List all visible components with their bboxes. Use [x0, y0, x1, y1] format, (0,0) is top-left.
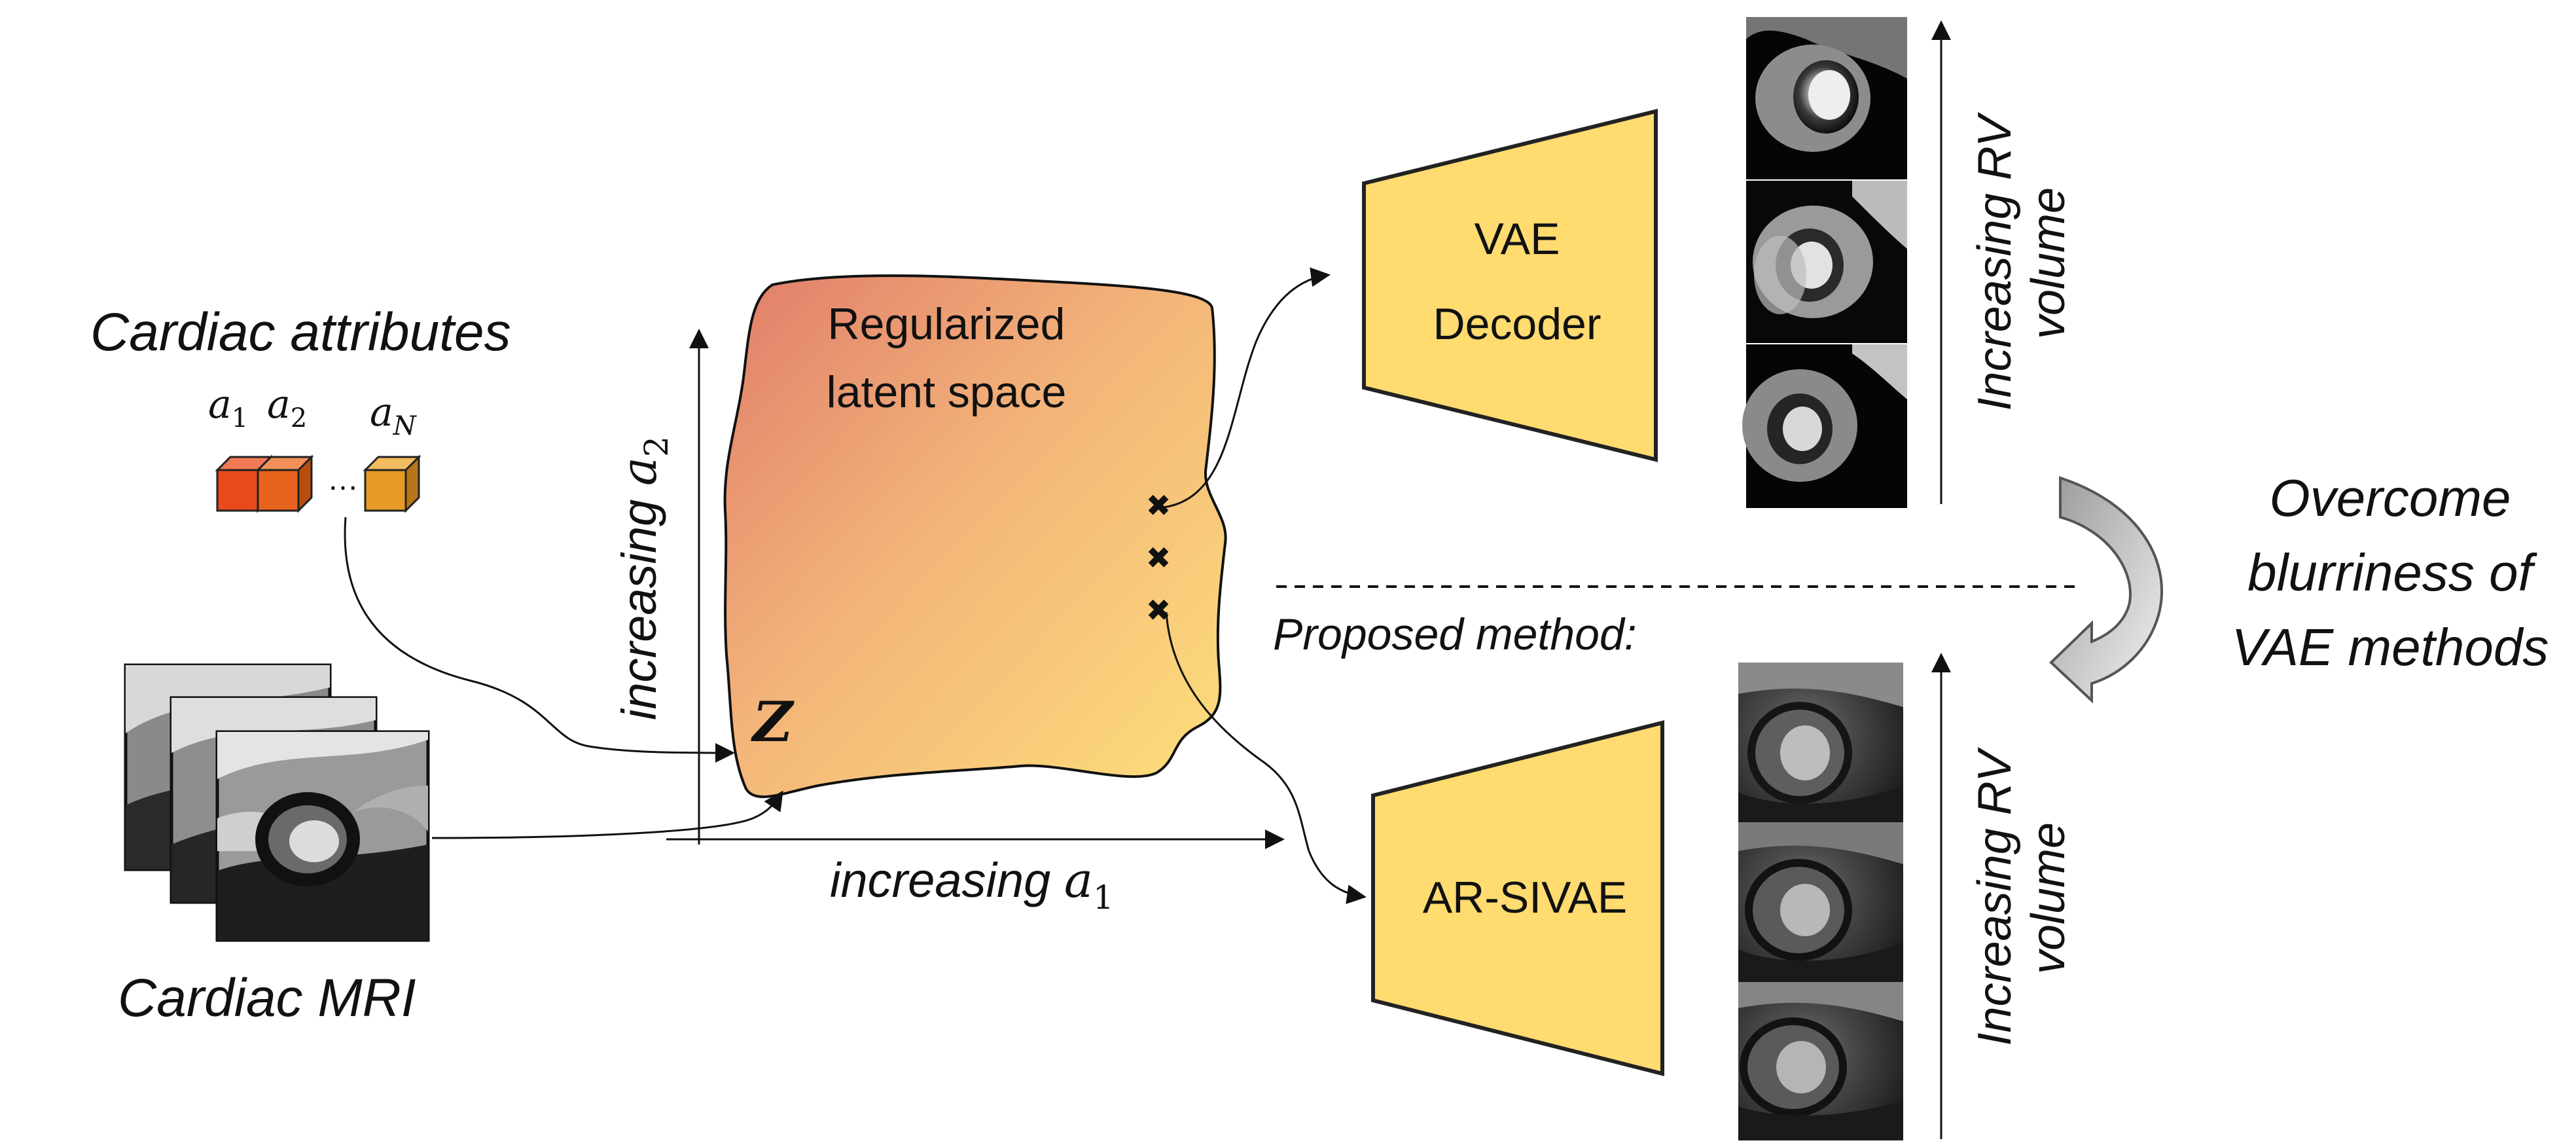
svg-text:increasing a2: increasing a2: [611, 436, 675, 720]
ar-output-axis-line2: volume: [2022, 822, 2075, 974]
overcome-curved-arrow: [2049, 476, 2163, 704]
latent-sample-1: ✖: [1146, 488, 1172, 522]
latent-y-axis-label: increasing a2: [611, 436, 675, 720]
vae-output-2: [1746, 181, 1907, 343]
attr-label-1-sub: 1: [232, 403, 248, 433]
vae-output-stack: [1742, 17, 1907, 508]
ar-output-axis-label: Increasing RV volume: [1969, 747, 2075, 1046]
mri-to-latent-arrow: [431, 790, 783, 839]
latent-sample-2: ✖: [1146, 541, 1172, 575]
attributes-group: Cardiac attributes a1 a2 aN …: [90, 302, 511, 513]
ar-output-1: [1738, 663, 1903, 822]
latent-x-axis-text: increasing: [830, 853, 1064, 907]
latent-z-label: Z: [751, 689, 795, 754]
ar-output-stack: [1738, 663, 1903, 1140]
vae-decoder-line2: Decoder: [1433, 299, 1601, 349]
svg-text:aN: aN: [370, 390, 418, 441]
vae-decoder-line1: VAE: [1474, 214, 1560, 264]
latent-x-axis-label: increasing a1: [830, 852, 1114, 917]
latent-x-axis-sub: 1: [1093, 879, 1114, 917]
attr-cube-n: [363, 454, 421, 513]
ar-sivae-decoder: AR-SIVAE: [1371, 720, 1664, 1076]
overcome-line2: blurriness of: [2247, 543, 2538, 602]
attr-ellipsis: …: [327, 462, 359, 497]
vae-output-1: [1746, 17, 1907, 179]
latent-title-line1: Regularized: [828, 299, 1065, 349]
attr-label-2: a2: [267, 382, 307, 433]
latent-y-axis-sub: 2: [637, 436, 675, 457]
attr-to-latent-arrow: [344, 517, 735, 763]
vae-output-axis-line1: Increasing RV: [1969, 112, 2021, 411]
attr-label-n-sub: N: [393, 411, 418, 441]
proposed-method-label: Proposed method:: [1273, 610, 1637, 659]
vae-output-axis-line2: volume: [2022, 187, 2075, 339]
ar-output-3: [1738, 982, 1903, 1140]
latent-y-axis-text: increasing: [612, 486, 666, 720]
latent-axes: [666, 329, 1285, 849]
ar-sivae-label: AR-SIVAE: [1423, 873, 1627, 922]
latent-to-ar-arrow: [1165, 611, 1367, 905]
mri-label: Cardiac MRI: [118, 968, 416, 1028]
vae-decoder: VAE Decoder: [1362, 109, 1658, 462]
attr-label-n: aN: [370, 390, 418, 441]
vae-output-3: [1742, 344, 1907, 508]
svg-text:increasing a1: increasing a1: [830, 852, 1114, 917]
svg-text:a1: a1: [208, 382, 248, 433]
latent-x-axis-var: a: [1064, 852, 1093, 909]
overcome-line3: VAE methods: [2232, 618, 2549, 676]
latent-title-line2: latent space: [827, 367, 1067, 417]
latent-y-axis-var: a: [611, 457, 668, 486]
ar-output-axis-line1: Increasing RV: [1969, 747, 2021, 1046]
vae-output-axis-label: Increasing RV volume: [1969, 112, 2075, 411]
attributes-title: Cardiac attributes: [90, 302, 511, 362]
attr-label-2-base: a: [267, 382, 291, 428]
latent-to-vae-arrow: [1163, 267, 1331, 509]
latent-space-blob: [723, 274, 1227, 799]
ar-output-2: [1738, 822, 1903, 982]
mri-slice-front: [215, 730, 430, 942]
attr-label-n-base: a: [370, 390, 393, 435]
attr-label-2-sub: 2: [291, 403, 307, 433]
mri-stack: Cardiac MRI: [118, 663, 430, 1028]
attr-label-1: a1: [208, 382, 248, 433]
attr-cube-2: [255, 454, 314, 513]
attr-label-1-base: a: [208, 382, 232, 428]
svg-text:a2: a2: [267, 382, 307, 433]
overcome-line1: Overcome: [2270, 469, 2511, 527]
